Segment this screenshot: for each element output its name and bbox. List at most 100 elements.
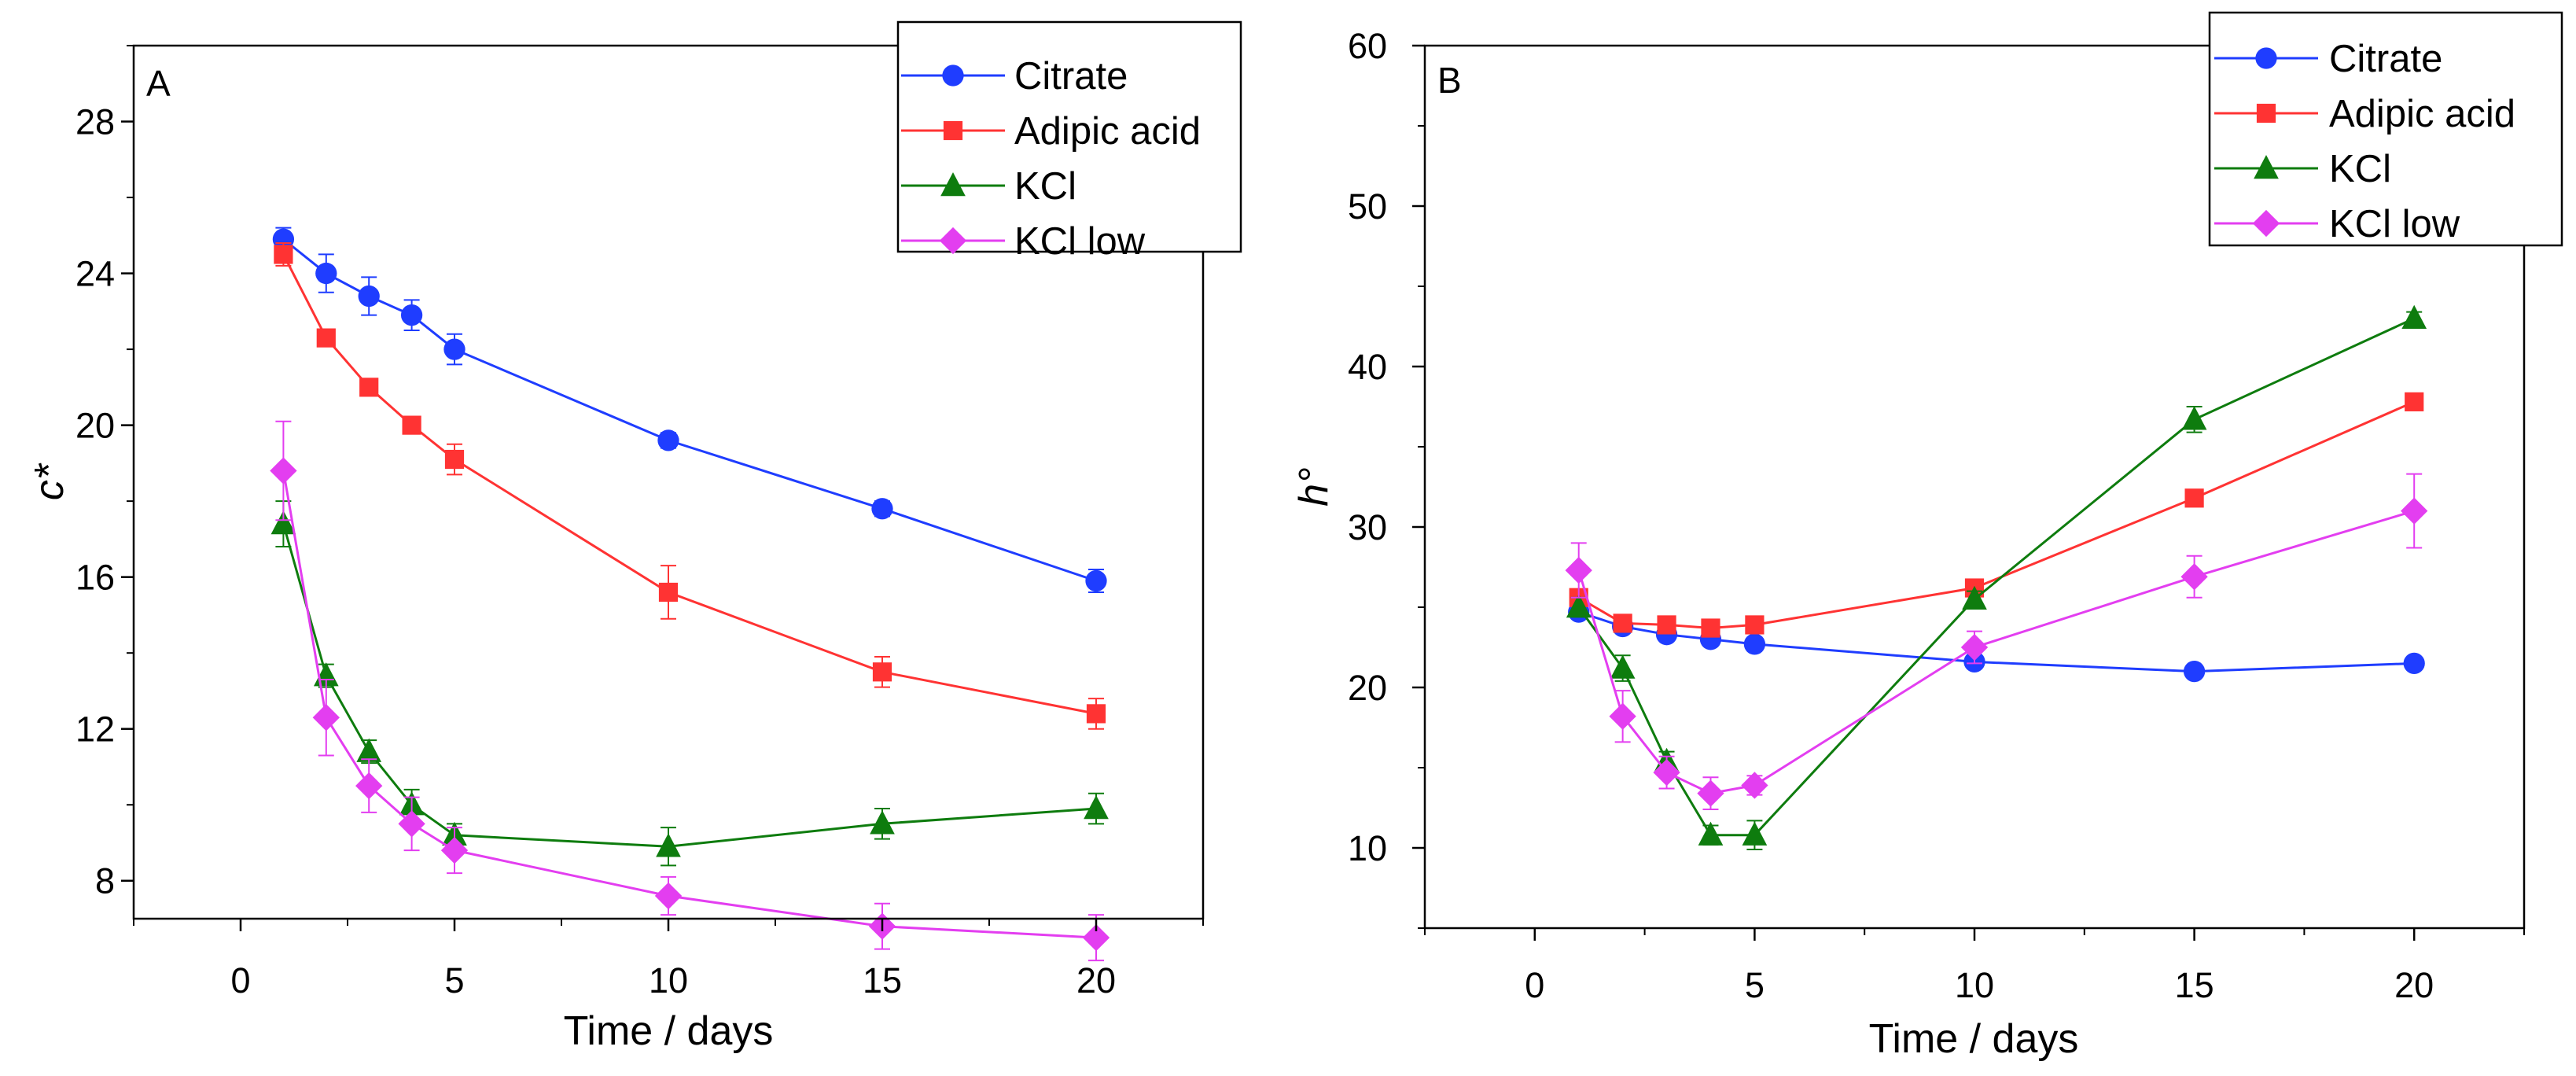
- panel-b-kcl-low-point: [1697, 779, 1724, 807]
- panel-a-legend-adipic-acid-marker: [943, 120, 963, 141]
- panel-b-kcl-low-point: [1960, 633, 1989, 661]
- panel-a-citrate-point: [871, 498, 893, 520]
- panel-b-legend-citrate-marker: [2255, 47, 2277, 69]
- panel-a-kcl-low-point: [355, 772, 383, 800]
- panel-a-series-adipic-acid: [274, 241, 1106, 730]
- panel-a-citrate-point: [272, 228, 295, 250]
- panel-b-kcl-point: [1742, 821, 1768, 846]
- panel-a: 0 5 10 15 20 8 12 16 20 24 28 A Time / days c* Cit…: [27, 20, 1242, 1054]
- panel-b-adipic-acid-point: [1657, 615, 1676, 635]
- panel-b-kcl-low-point: [1565, 556, 1592, 584]
- panel-a-y-axis-title: c*: [27, 462, 72, 500]
- panel-a-adipic-acid-point: [658, 582, 679, 602]
- panel-b-kcl-low-point: [1741, 772, 1768, 799]
- panel-b-y-tick-label: 40: [1348, 347, 1387, 387]
- panel-b-legend-kcl-label: KCl: [2329, 148, 2391, 190]
- panel-b-y-tick-label: 30: [1348, 507, 1387, 547]
- panel-b-adipic-acid-point: [1701, 618, 1720, 638]
- panel-b-series-kcl: [1566, 304, 2427, 851]
- panel-a-adipic-acid-point: [1086, 704, 1106, 724]
- panel-b-legend-citrate-label: Citrate: [2329, 38, 2442, 80]
- panel-a-adipic-acid-point: [444, 449, 465, 470]
- panel-a-citrate-point: [1085, 569, 1107, 592]
- panel-b-y-tick-label: 10: [1348, 828, 1387, 868]
- panel-a-legend-citrate-marker: [942, 64, 964, 87]
- panel-b-y-tick-label: 50: [1348, 186, 1387, 227]
- panel-b-letter: B: [1437, 60, 1462, 101]
- panel-a-kcl-low-point: [312, 704, 340, 731]
- panel-b-kcl-point: [1962, 585, 1987, 610]
- panel-b-kcl-line: [1577, 317, 2415, 837]
- panel-a-series-kcl-low: [270, 420, 1110, 962]
- panel-b-legend-item-kcl: KCl: [2214, 148, 2391, 190]
- panel-a-x-tick-label: 15: [863, 960, 902, 1000]
- panel-a-y-tick-label: 28: [75, 102, 115, 142]
- panel-b-x-tick-label: 20: [2394, 965, 2434, 1005]
- panel-a-kcl-point: [1084, 794, 1109, 820]
- panel-a-y-tick-label: 16: [75, 558, 115, 598]
- panel-a-x-axis-title: Time / days: [564, 1008, 774, 1054]
- panel-b-kcl-low-line: [1577, 510, 2415, 795]
- panel-a-legend-citrate-label: Citrate: [1014, 55, 1128, 98]
- panel-a-x-tick-label: 5: [444, 960, 464, 1000]
- panel-a-series-layer: [270, 227, 1110, 962]
- panel-b-kcl-low-point: [2401, 497, 2428, 525]
- panel-b-citrate-point: [1743, 633, 1766, 655]
- panel-b-adipic-acid-point: [1745, 615, 1765, 635]
- panel-b-kcl-low-point: [2180, 563, 2208, 591]
- panel-b: 0 5 10 15 20 10 20 30 40 50 60 B Time / days h° Ci…: [1291, 11, 2563, 1062]
- panel-a-citrate-point: [657, 429, 679, 451]
- panel-b-y-axis-title: h°: [1291, 467, 1337, 507]
- panel-b-series-layer: [1565, 304, 2428, 851]
- panel-a-kcl-low-point: [398, 810, 425, 838]
- panel-b-kcl-point: [2401, 304, 2427, 329]
- panel-a-citrate-point: [315, 262, 337, 285]
- panel-b-legend: Citrate Adipic acid KCl KCl low: [2208, 11, 2563, 247]
- panel-b-legend-kcl-marker: [2254, 154, 2279, 179]
- panel-b-legend-item-citrate: Citrate: [2214, 38, 2442, 80]
- panel-b-y-tick-label: 60: [1348, 26, 1387, 66]
- panel-a-adipic-acid-point: [359, 378, 379, 397]
- panel-a-legend-adipic-acid-label: Adipic acid: [1014, 110, 1201, 153]
- panel-a-legend-kcl-marker: [940, 171, 966, 197]
- panel-b-x-tick-label: 15: [2175, 965, 2214, 1005]
- panel-b-legend-kcl-low-marker: [2252, 209, 2280, 238]
- panel-a-legend: Citrate Adipic acid KCl KCl low: [896, 20, 1242, 263]
- panel-b-adipic-acid-point: [2405, 392, 2424, 411]
- panel-a-kcl-point: [656, 833, 681, 857]
- panel-a-citrate-point: [400, 304, 423, 326]
- panel-b-citrate-point: [2403, 652, 2425, 675]
- panel-a-adipic-acid-point: [316, 328, 336, 348]
- panel-a-series-citrate: [272, 227, 1107, 593]
- panel-b-kcl-point: [1698, 821, 1724, 846]
- panel-a-x-tick-label: 20: [1076, 960, 1116, 1000]
- panel-a-y-tick-label: 12: [75, 709, 115, 750]
- panel-a-y-tick-label: 8: [95, 861, 115, 901]
- panel-a-y-tick-label: 24: [75, 254, 115, 294]
- panel-a-kcl-low-point: [440, 836, 469, 864]
- panel-a-kcl-low-line: [282, 470, 1097, 939]
- panel-b-x-tick-label: 5: [1745, 965, 1765, 1005]
- panel-b-legend-item-kcl-low: KCl low: [2214, 203, 2460, 245]
- panel-a-adipic-acid-point: [402, 415, 421, 435]
- panel-a-kcl-low-point: [654, 882, 683, 910]
- panel-b-adipic-acid-point: [2184, 488, 2204, 508]
- panel-a-kcl-point: [870, 810, 895, 835]
- panel-a-kcl-low-point: [1082, 923, 1110, 952]
- panel-b-series-kcl-low: [1565, 473, 2428, 811]
- panel-a-citrate-point: [358, 285, 380, 308]
- panel-b-x-axis-title: Time / days: [1869, 1016, 2079, 1062]
- panel-b-kcl-point: [1566, 593, 1592, 618]
- panel-a-kcl-point: [356, 738, 382, 762]
- panel-a-legend-item-kcl: KCl: [901, 165, 1076, 208]
- panel-b-kcl-low-point: [1653, 758, 1680, 787]
- panel-b-x-tick-label: 10: [1955, 965, 1994, 1005]
- panel-a-x-tick-label: 0: [230, 960, 250, 1000]
- panel-a-legend-item-adipic-acid: Adipic acid: [901, 110, 1201, 153]
- panel-a-legend-kcl-low-label: KCl low: [1014, 220, 1146, 263]
- panel-a-citrate-point: [443, 338, 466, 360]
- panel-a-adipic-acid-point: [872, 662, 892, 682]
- panel-a-x-tick-label: 10: [649, 960, 688, 1000]
- panel-a-ticks-layer: 0 5 10 15 20 8 12 16 20 24 28: [75, 45, 1204, 1000]
